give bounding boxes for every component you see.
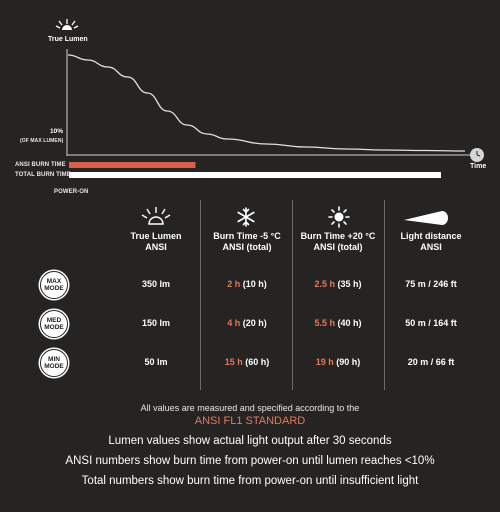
tick-10-sublabel: (OF MAX LUMEN) [20, 138, 64, 144]
x-axis-label: Time [470, 163, 487, 170]
lumen-cell: 350 lm [141, 279, 171, 289]
lumen-chart [55, 19, 484, 178]
lumen-curve [67, 54, 466, 152]
power-on-label: POWER-ON [54, 189, 89, 195]
ansi-burn-label: ANSI BURN TIME [15, 162, 66, 168]
sun-icon [328, 206, 350, 228]
y-axis-label: True Lumen [48, 36, 88, 43]
ansi-burn-bar [69, 162, 196, 168]
mode-badge: MED MODE [40, 310, 68, 338]
warm-ansi-value: 2.5 h [314, 279, 335, 289]
warm-ansi-value: 5.5 h [314, 318, 335, 328]
col-header-lumen: True Lumen ANSI [130, 231, 182, 252]
cold-total-value: (10 h) [240, 279, 267, 289]
warm-ansi-value: 19 h [315, 357, 334, 367]
warm-burn-cell: 19 h (90 h) [294, 357, 382, 367]
cold-total-value: (20 h) [240, 318, 267, 328]
mode-badge: MAX MODE [40, 271, 68, 299]
warm-total-value: (40 h) [335, 318, 362, 328]
distance-cell: 20 m / 66 ft [407, 357, 455, 367]
lumen-cell: 150 lm [141, 318, 171, 328]
distance-cell: 50 m / 164 ft [405, 318, 457, 328]
cold-burn-cell: 2 h (10 h) [204, 279, 290, 289]
beam-icon [404, 211, 448, 225]
cold-ansi-value: 2 h [227, 279, 241, 289]
col-divider [384, 200, 385, 390]
cold-burn-cell: 4 h (20 h) [204, 318, 290, 328]
sun-outline-icon [141, 207, 171, 225]
distance-cell: 75 m / 246 ft [405, 279, 457, 289]
warm-burn-cell: 2.5 h (35 h) [294, 279, 382, 289]
col-header-warm: Burn Time +20 °C ANSI (total) [300, 231, 376, 252]
cold-burn-cell: 15 h (60 h) [204, 357, 290, 367]
warm-total-value: (90 h) [333, 357, 361, 367]
footer-line4: ANSI numbers show burn time from power-o… [65, 455, 435, 467]
total-burn-label: TOTAL BURN TIME [15, 172, 71, 178]
cold-total-value: (60 h) [242, 357, 270, 367]
tick-10-label: 10% [50, 128, 64, 135]
footer-line1: All values are measured and specified ac… [140, 403, 360, 413]
warm-burn-cell: 5.5 h (40 h) [294, 318, 382, 328]
lumen-cell: 50 lm [144, 357, 168, 367]
total-burn-bar [69, 172, 441, 178]
sun-top-icon [55, 19, 79, 30]
footer-line3: Lumen values show actual light output af… [108, 435, 392, 447]
mode-badge: MIN MODE [40, 349, 68, 377]
col-header-distance: Light distance ANSI [400, 231, 462, 252]
col-header-cold: Burn Time -5 °C ANSI (total) [213, 231, 281, 252]
col-divider [292, 200, 293, 390]
warm-total-value: (35 h) [335, 279, 362, 289]
clock-icon [470, 148, 484, 162]
footer-line5: Total numbers show burn time from power-… [81, 475, 419, 487]
footer-standard: ANSI FL1 STANDARD [194, 415, 306, 427]
col-divider [200, 200, 201, 390]
cold-ansi-value: 15 h [224, 357, 243, 367]
cold-ansi-value: 4 h [227, 318, 241, 328]
snowflake-icon [237, 207, 255, 227]
